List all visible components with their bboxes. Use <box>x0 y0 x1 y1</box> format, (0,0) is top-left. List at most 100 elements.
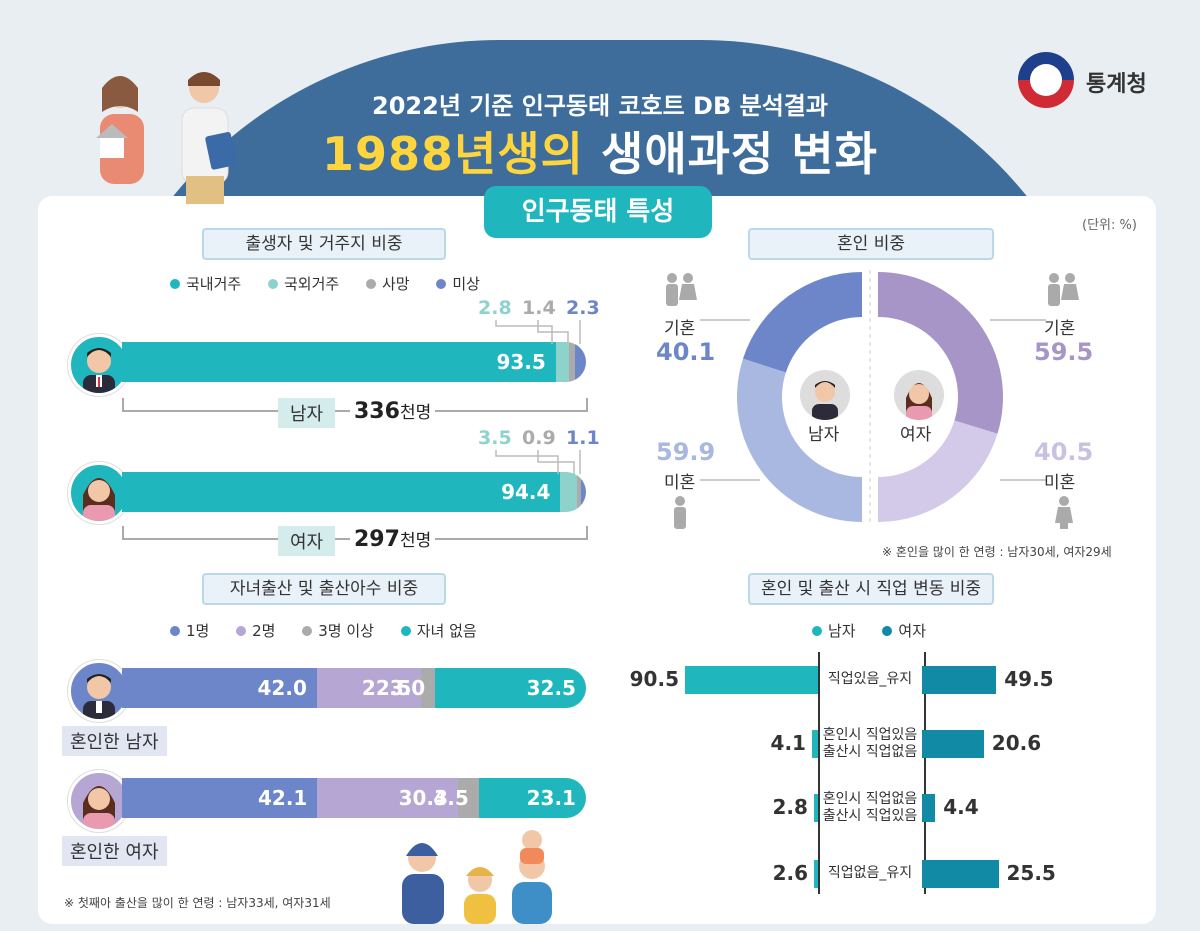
legend-item: 1명 <box>170 620 209 641</box>
residence-section-title: 출생자 및 거주지 비중 <box>202 228 446 260</box>
female-single-label: 미혼 <box>1044 473 1076 493</box>
bar-segment <box>575 342 586 382</box>
job-bar-male <box>685 666 818 694</box>
legend-item: 여자 <box>882 620 926 641</box>
marriage-donut-chart <box>700 270 1046 525</box>
bar-segment: 4.5 <box>433 778 479 818</box>
female-total: 297천명 <box>350 526 436 552</box>
bar-segment-label: 42.1 <box>257 786 308 810</box>
agency-logo-icon <box>1018 52 1074 108</box>
bar-segment: 23.1 <box>478 778 586 818</box>
male-total: 336천명 <box>350 398 436 424</box>
legend-item: 미상 <box>436 273 480 294</box>
bar-segment-label: 4.5 <box>433 786 469 810</box>
bar-segment: 93.5 <box>122 342 556 382</box>
single-person-icon <box>674 496 686 529</box>
male-center-label: 남자 <box>808 425 840 445</box>
bar-segment-label: 22.5 <box>361 676 412 700</box>
bar-segment: 94.4 <box>122 472 561 512</box>
children-section-title: 자녀출산 및 출산아수 비중 <box>202 573 446 605</box>
job-legend: 남자 여자 <box>812 620 948 641</box>
bar-segment <box>555 342 569 382</box>
bar-segment <box>568 342 576 382</box>
residence-bar-female: 94.4 <box>122 472 586 512</box>
male-single-label: 미혼 <box>664 473 696 493</box>
married-male-tag: 혼인한 남자 <box>62 726 167 756</box>
bar-segment-label: 30.3 <box>398 786 448 810</box>
bar-segment <box>580 472 586 512</box>
male-tag: 남자 <box>278 398 336 428</box>
married-female-tag: 혼인한 여자 <box>62 836 167 866</box>
children-bar-male: 42.0 22.5 3.0 32.5 <box>122 668 586 708</box>
male-married-value: 40.1 <box>656 338 716 366</box>
job-bar-male <box>814 860 818 888</box>
female-leader-lines <box>495 450 581 474</box>
top-label: 2.3 <box>566 297 600 319</box>
female-tag: 여자 <box>278 526 336 556</box>
job-bar-female <box>922 666 997 694</box>
children-note: ※ 첫째아 출산을 많이 한 연령 : 남자33세, 여자31세 <box>64 896 331 910</box>
male-single-arc <box>737 358 862 522</box>
job-category-label: 직업없음_유지 <box>827 865 913 881</box>
bar-segment: 32.5 <box>435 668 586 708</box>
residence-bar-male: 93.5 <box>122 342 586 382</box>
job-value-male: 2.8 <box>772 795 808 819</box>
bar-segment <box>576 472 581 512</box>
legend-item: 2명 <box>236 620 275 641</box>
job-value-male: 90.5 <box>629 667 679 691</box>
legend-item: 사망 <box>365 273 410 294</box>
top-label: 1.4 <box>522 297 556 319</box>
residence-legend: 국내거주 국외거주 사망 미상 <box>170 273 502 294</box>
male-married-label: 기혼 <box>664 319 696 339</box>
job-category-label: 혼인시 직업있음 출산시 직업없음 <box>822 727 918 760</box>
female-single-arc <box>878 420 998 522</box>
male-married-arc <box>742 272 862 373</box>
bar-segment: 42.1 <box>122 778 318 818</box>
female-married-value: 59.5 <box>1034 338 1094 366</box>
title-rest: 생애과정 변화 <box>584 127 878 181</box>
top-label: 0.9 <box>522 427 556 449</box>
subtitle: 2022년 기준 인구동태 코호트 DB 분석결과 <box>372 92 828 120</box>
job-value-male: 4.1 <box>770 731 806 755</box>
bar-segment: 3.0 <box>390 668 436 708</box>
female-center-avatar <box>894 370 944 420</box>
female-married-arc <box>878 272 1003 434</box>
job-value-female: 4.4 <box>943 795 979 819</box>
legend-item: 3명 이상 <box>302 620 374 641</box>
married-female-avatar <box>68 770 130 832</box>
title-highlight: 1988년생의 <box>322 127 585 181</box>
job-category-label: 직업있음_유지 <box>827 671 913 687</box>
job-category-column <box>818 652 926 894</box>
couple-icon <box>666 273 697 306</box>
male-center-avatar <box>800 370 850 420</box>
top-label: 2.8 <box>478 297 512 319</box>
job-section-title: 혼인 및 출산 시 직업 변동 비중 <box>748 573 994 605</box>
job-value-male: 2.6 <box>772 861 808 885</box>
couple-illustration <box>96 72 237 204</box>
legend-item: 국외거주 <box>267 273 339 294</box>
section-tab[interactable]: 인구동태 특성 <box>484 186 712 238</box>
children-legend: 1명 2명 3명 이상 자녀 없음 <box>170 620 499 641</box>
marriage-section-title: 혼인 비중 <box>748 228 994 260</box>
female-center-label: 여자 <box>900 425 932 445</box>
legend-item: 남자 <box>812 620 856 641</box>
male-single-value: 59.9 <box>656 438 716 466</box>
job-bar-male <box>811 730 818 758</box>
bar-segment-label: 42.0 <box>257 676 307 700</box>
job-category-label: 혼인시 직업없음 출산시 직업있음 <box>822 791 918 824</box>
male-leader-lines <box>495 320 581 344</box>
male-avatar <box>68 334 130 396</box>
bar-segment: 42.0 <box>122 668 317 708</box>
bar-segment <box>560 472 577 512</box>
bar-segment-label: 23.1 <box>526 786 576 810</box>
bar-segment: 30.3 <box>317 778 458 818</box>
job-bar-female <box>922 794 936 822</box>
family-illustration <box>402 830 552 924</box>
legend-item: 국내거주 <box>170 273 241 294</box>
female-avatar <box>68 462 130 524</box>
female-married-label: 기혼 <box>1044 319 1076 339</box>
female-single-value: 40.5 <box>1034 438 1094 466</box>
bar-segment-label: 94.4 <box>501 480 551 504</box>
job-value-female: 49.5 <box>1004 667 1054 691</box>
job-bar-male <box>813 794 818 822</box>
